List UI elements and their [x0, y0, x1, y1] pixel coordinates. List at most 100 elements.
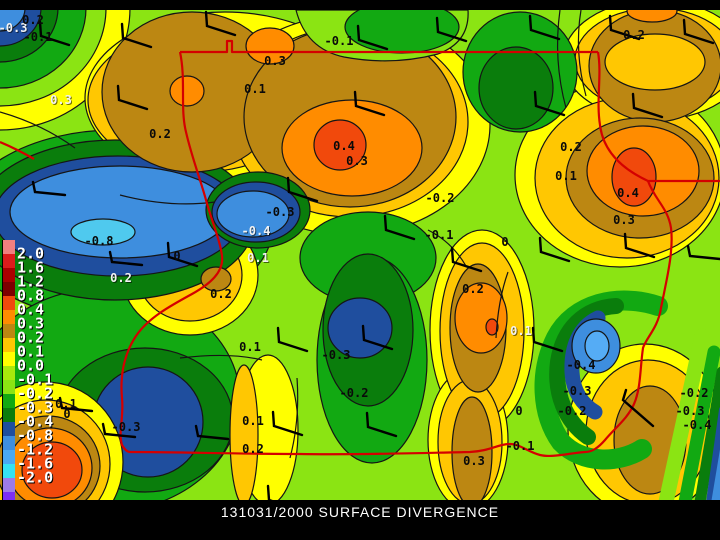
- contour-label: 0.2: [623, 28, 645, 42]
- contour-label: -0.1: [424, 228, 454, 242]
- contour-label: 0: [63, 407, 71, 421]
- state-border-line: [584, 180, 673, 454]
- wind-barb-icon: [353, 90, 386, 117]
- contour-label: 0.1: [555, 169, 577, 183]
- contour-label: -0.2: [679, 386, 709, 400]
- contour-region: [169, 75, 205, 107]
- contour-label: 0.2: [462, 282, 484, 296]
- contour-label: 0.4: [333, 139, 355, 153]
- wind-barb-icon: [621, 388, 655, 428]
- contour-label: 0: [501, 235, 509, 249]
- wind-barb-icon: [166, 241, 199, 268]
- state-border-line: [180, 39, 598, 54]
- contour-line: [556, 9, 567, 109]
- contour-region: [454, 282, 508, 354]
- colorbar-swatch: [2, 394, 15, 408]
- state-border-line: [596, 51, 720, 183]
- wind-barb-icon: [286, 176, 319, 203]
- colorbar-swatch: [2, 240, 15, 254]
- colorbar-swatch: [2, 338, 15, 352]
- wind-barb-icon: [101, 422, 137, 439]
- colorbar-label: -1.2: [17, 440, 54, 459]
- wind-barb-icon: [204, 10, 237, 37]
- contour-line: [495, 271, 509, 339]
- contour-label: 0.1: [242, 414, 264, 428]
- contour-label: 0.1: [239, 340, 261, 354]
- contour-region: [611, 147, 657, 207]
- wind-barb-icon: [271, 410, 304, 437]
- contour-line: [179, 354, 263, 361]
- wind-barb-icon: [531, 326, 564, 353]
- contour-region: [216, 190, 290, 238]
- contour-region: [678, 345, 720, 509]
- wind-barb-icon: [356, 24, 389, 51]
- colorbar-label: -0.8: [17, 426, 54, 445]
- wind-barb-icon: [31, 180, 67, 197]
- contour-label: 0: [515, 404, 523, 418]
- colorbar-swatch: [2, 324, 15, 338]
- contour-line: [0, 111, 76, 149]
- colorbar-label: 0.1: [17, 342, 45, 361]
- wind-barb-icon: [194, 424, 230, 441]
- wind-barb-icon: [38, 20, 71, 47]
- contour-label: -0.1: [324, 34, 354, 48]
- wind-barb-icon: [538, 236, 571, 263]
- contour-label: -0.1: [23, 30, 53, 44]
- colorbar-label: 1.6: [17, 258, 45, 277]
- colorbar-swatch: [2, 296, 15, 310]
- contour-region: [70, 218, 136, 246]
- contour-label: 0.1: [247, 251, 269, 265]
- colorbar-label: 0.2: [17, 328, 45, 347]
- contour-label: -0.8: [84, 234, 114, 248]
- wind-barb-icon: [533, 90, 566, 117]
- contour-region: [584, 330, 610, 362]
- contour-label: 0.2: [22, 13, 44, 27]
- contour-label: 0.4: [617, 186, 639, 200]
- contour-region: [229, 364, 259, 506]
- colorbar-label: 0.3: [17, 314, 45, 333]
- colorbar-label: -0.4: [17, 412, 54, 431]
- colorbar-swatch: [2, 450, 15, 464]
- contour-label: 0.3: [463, 454, 485, 468]
- colorbar-swatch: [2, 310, 15, 324]
- contour-region: [658, 328, 710, 510]
- contour-label: -0.3: [265, 205, 295, 219]
- contour-region: [245, 27, 295, 65]
- wind-barb-icon: [435, 16, 468, 43]
- contour-line: [427, 229, 467, 267]
- wind-barb-icon: [686, 244, 720, 261]
- wind-barb-icon: [608, 14, 641, 41]
- contour-region: [485, 318, 499, 336]
- colorbar-label: 0.4: [17, 300, 45, 319]
- contour-region: [549, 298, 624, 445]
- contour-label: 0.1: [55, 397, 77, 411]
- contour-label: 0.2: [210, 287, 232, 301]
- title-bar: 131031/2000 SURFACE DIVERGENCE: [0, 500, 720, 540]
- contour-region: [694, 366, 720, 508]
- contour-region: [604, 33, 706, 91]
- wind-barb-icon: [682, 18, 715, 45]
- contour-region: [313, 119, 367, 171]
- colorbar-swatch: [2, 268, 15, 282]
- contour-label: 0.1: [510, 324, 532, 338]
- wind-barb-icon: [116, 84, 149, 111]
- contour-label: -0.2: [557, 404, 587, 418]
- colorbar-label: 2.0: [17, 244, 45, 263]
- contour-label: -0.3: [111, 420, 141, 434]
- colorbar-swatch: [2, 408, 15, 422]
- contour-region: [21, 441, 83, 499]
- contour-label: -0.3: [562, 384, 592, 398]
- contour-label: 0.2: [242, 442, 264, 456]
- state-border-line: [0, 140, 35, 160]
- colorbar-swatch: [2, 436, 15, 450]
- colorbar-swatch: [2, 422, 15, 436]
- state-border-line: [119, 51, 224, 454]
- contour-region: [200, 266, 232, 292]
- wind-barb-icon: [631, 92, 664, 119]
- colorbar-label: -0.3: [17, 398, 54, 417]
- colorbar-label: -2.0: [17, 468, 54, 487]
- colorbar-swatch: [2, 478, 15, 492]
- state-border-line: [129, 442, 586, 458]
- contour-label: 0.3: [264, 54, 286, 68]
